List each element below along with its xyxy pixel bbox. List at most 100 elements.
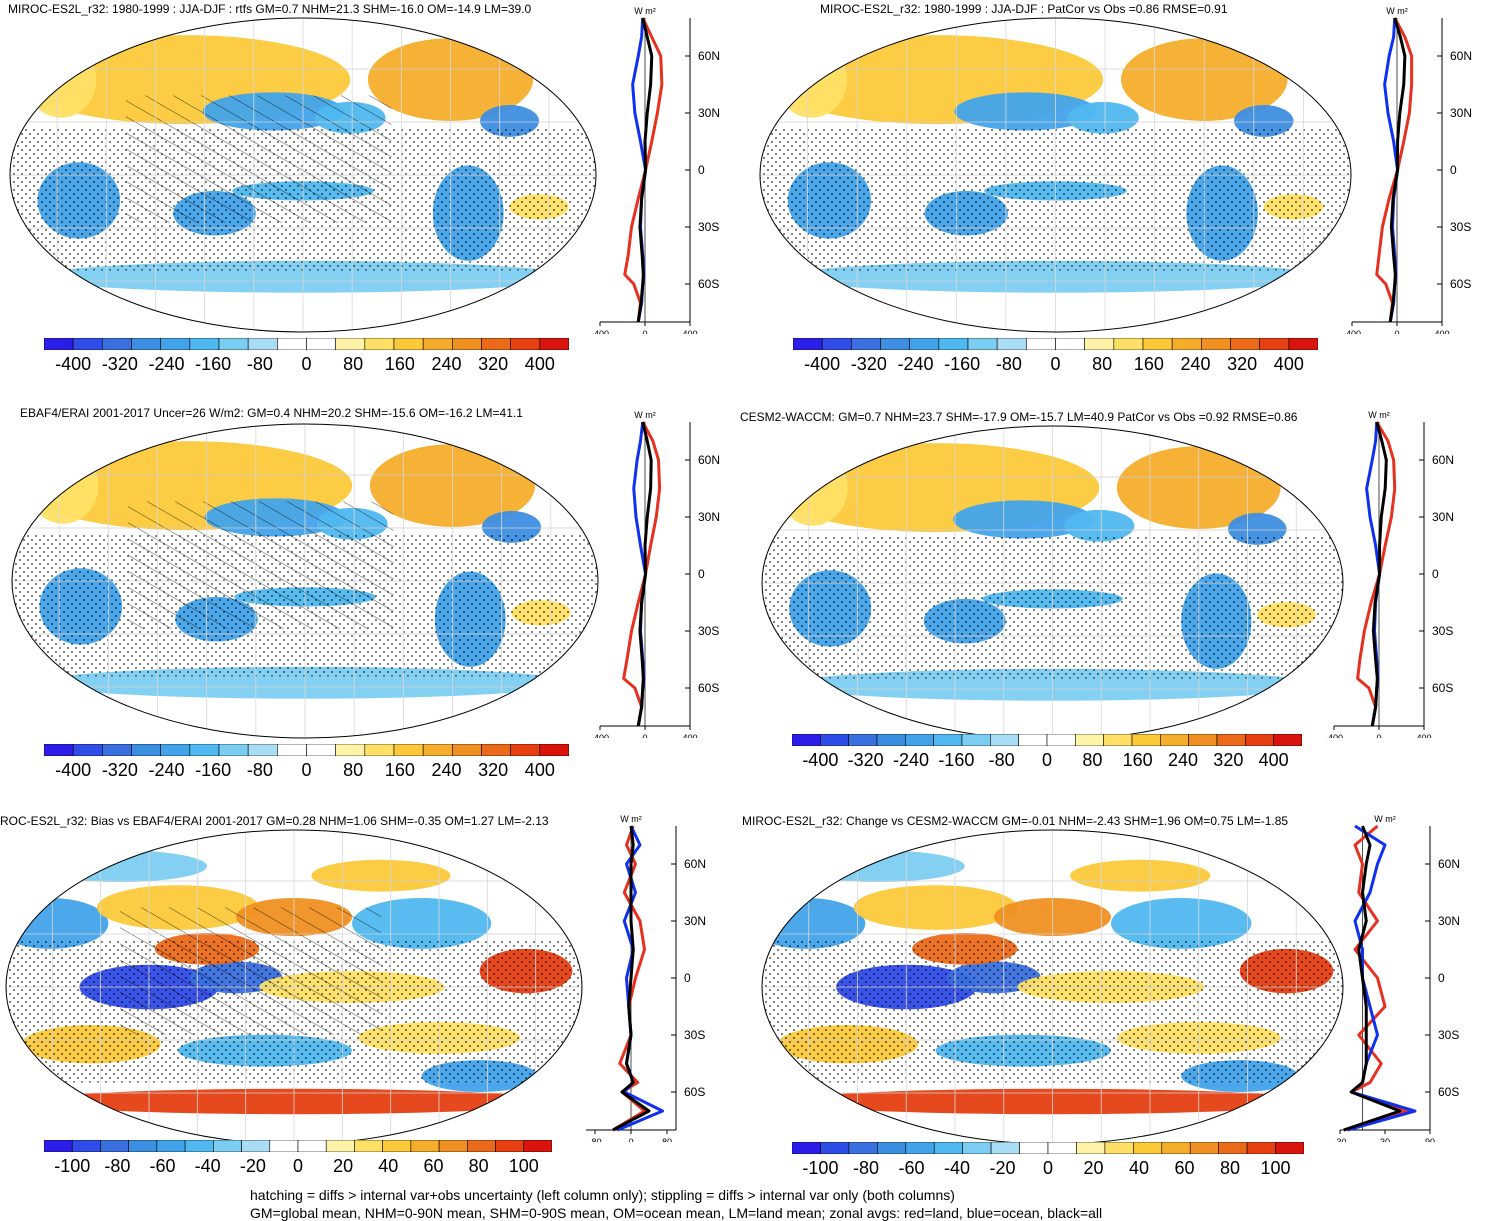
colorbar-swatch	[510, 338, 541, 350]
colorbar-swatch	[820, 734, 849, 746]
colorbar-swatch	[876, 734, 906, 746]
zonal-line-all	[636, 421, 653, 727]
colorbar-swatch	[1076, 1142, 1106, 1154]
colorbar-swatch	[1275, 1142, 1304, 1154]
colorbar-tick-label: 160	[1133, 354, 1164, 374]
colorbar-swatch	[364, 338, 395, 350]
colorbar-swatch	[218, 338, 249, 350]
lat-label: 60S	[1432, 681, 1453, 695]
colorbar-swatch	[306, 744, 336, 756]
colorbar-swatch	[218, 744, 249, 756]
zonal-line-all	[1343, 825, 1402, 1132]
x-tick-label: 400	[682, 329, 697, 334]
colorbar-tick-label: 320	[1227, 354, 1258, 374]
x-tick-label: 400	[1434, 329, 1449, 334]
lat-label: 30N	[684, 914, 706, 928]
colorbar-swatch	[1246, 1142, 1276, 1154]
colorbar-swatch	[1026, 338, 1056, 350]
colorbar-swatch	[1161, 1142, 1191, 1154]
zonal-line-all	[612, 825, 651, 1132]
colorbar-tick-label: 240	[1167, 750, 1199, 770]
colorbar-swatch	[354, 1140, 383, 1152]
colorbar-tick-label: -160	[195, 354, 232, 374]
x-tick-label: -80	[588, 1137, 601, 1142]
lat-label: 30N	[1432, 510, 1454, 524]
lat-label: 60S	[698, 681, 719, 695]
panel-top-left: MIROC-ES2L_r32: 1980-1999 : JJA-DJF : rt…	[0, 0, 740, 400]
colorbar-swatch	[1103, 734, 1133, 746]
colorbar-tick-label: -400	[55, 760, 92, 780]
colorbar-swatch	[1142, 338, 1173, 350]
colorbar-swatch	[821, 338, 852, 350]
colorbar-tick-label: 160	[384, 354, 415, 374]
colorbar-swatch	[510, 744, 541, 756]
colorbar-swatch	[1160, 734, 1189, 746]
colorbar-swatch	[1201, 338, 1231, 350]
zonal-mean-plot: W m² 60N 30N 0 30S 60S -80 0 80	[586, 814, 706, 1142]
colorbar-swatch	[1084, 338, 1115, 350]
colorbar-tick-label: -320	[101, 354, 138, 374]
colorbar-swatch	[410, 1140, 440, 1152]
x-tick-label: -400	[591, 329, 609, 334]
colorbar-tick-label: 240	[1180, 354, 1211, 374]
colorbar-tick-label: 400	[1258, 750, 1289, 770]
colorbar-tick-label: -240	[148, 760, 185, 780]
map-field	[12, 424, 598, 738]
colorbar-swatch	[247, 338, 278, 350]
panel-title: MIROC-ES2L_r32: 1980-1999 : JJA-DJF : Pa…	[820, 2, 1228, 16]
colorbar-swatch	[1055, 338, 1085, 350]
x-tick-label: 0	[642, 733, 647, 738]
world-map	[761, 425, 1344, 741]
x-tick-label: -400	[591, 733, 609, 738]
map-outline	[9, 17, 597, 333]
colorbar-swatch	[1188, 734, 1218, 746]
colorbar-tick-label: -240	[892, 750, 930, 770]
lat-label: 30S	[1432, 624, 1453, 638]
colorbar-tick-label: -240	[148, 354, 185, 374]
colorbar-swatch	[938, 338, 969, 350]
colorbar-swatch	[880, 338, 910, 350]
colorbar-tick-label: 160	[1122, 750, 1153, 770]
colorbar-tick-label: 400	[524, 354, 555, 374]
colorbar-tick-label: 40	[1129, 1158, 1150, 1178]
colorbar-labels: -400 -320 -240 -160 -80 0 80 160 240 320 400	[44, 354, 569, 378]
zonal-line-land	[623, 17, 664, 323]
colorbar-tick-label: -320	[101, 760, 138, 780]
colorbar	[792, 1142, 1304, 1154]
colorbar-tick-label: 60	[423, 1156, 444, 1176]
x-tick-label: 0	[642, 329, 647, 334]
units-label: W m²	[1386, 6, 1408, 16]
zonal-line-all	[636, 17, 654, 323]
colorbar-tick-label: 320	[478, 354, 509, 374]
colorbar-swatch	[1113, 338, 1144, 350]
colorbar-swatch	[189, 744, 220, 756]
colorbar-tick-label: 0	[301, 760, 312, 780]
colorbar-tick-label: 80	[1092, 354, 1113, 374]
colorbar-swatch	[1047, 1142, 1077, 1154]
colorbar	[44, 338, 569, 350]
colorbar-swatch	[905, 734, 934, 746]
colorbar-tick-label: 240	[431, 760, 462, 780]
lat-label: 60S	[698, 277, 719, 291]
colorbar-tick-label: 80	[1082, 750, 1103, 770]
colorbar-swatch	[100, 1140, 129, 1152]
lat-label: 60S	[1438, 1085, 1459, 1099]
zonal-line-land	[622, 421, 662, 727]
colorbar-tick-label: 100	[508, 1156, 539, 1176]
colorbar-tick-label: -160	[938, 750, 975, 770]
colorbar-swatch	[247, 744, 278, 756]
colorbar	[44, 744, 569, 756]
colorbar-tick-label: 80	[1220, 1158, 1241, 1178]
colorbar-labels: -400 -320 -240 -160 -80 0 80 160 240 320 400	[44, 760, 569, 784]
colorbar-swatch	[1171, 338, 1202, 350]
zonal-line-ocean	[1347, 824, 1417, 1132]
colorbar-tick-label: -80	[995, 354, 1022, 374]
colorbar-swatch	[1131, 734, 1161, 746]
colorbar-swatch	[131, 744, 161, 756]
colorbar-tick-label: 240	[431, 354, 462, 374]
colorbar-swatch	[277, 338, 307, 350]
colorbar-swatch	[156, 1140, 186, 1152]
colorbar-swatch	[481, 744, 511, 756]
colorbar-tick-label: 20	[1083, 1158, 1104, 1178]
colorbar-swatch	[933, 734, 963, 746]
